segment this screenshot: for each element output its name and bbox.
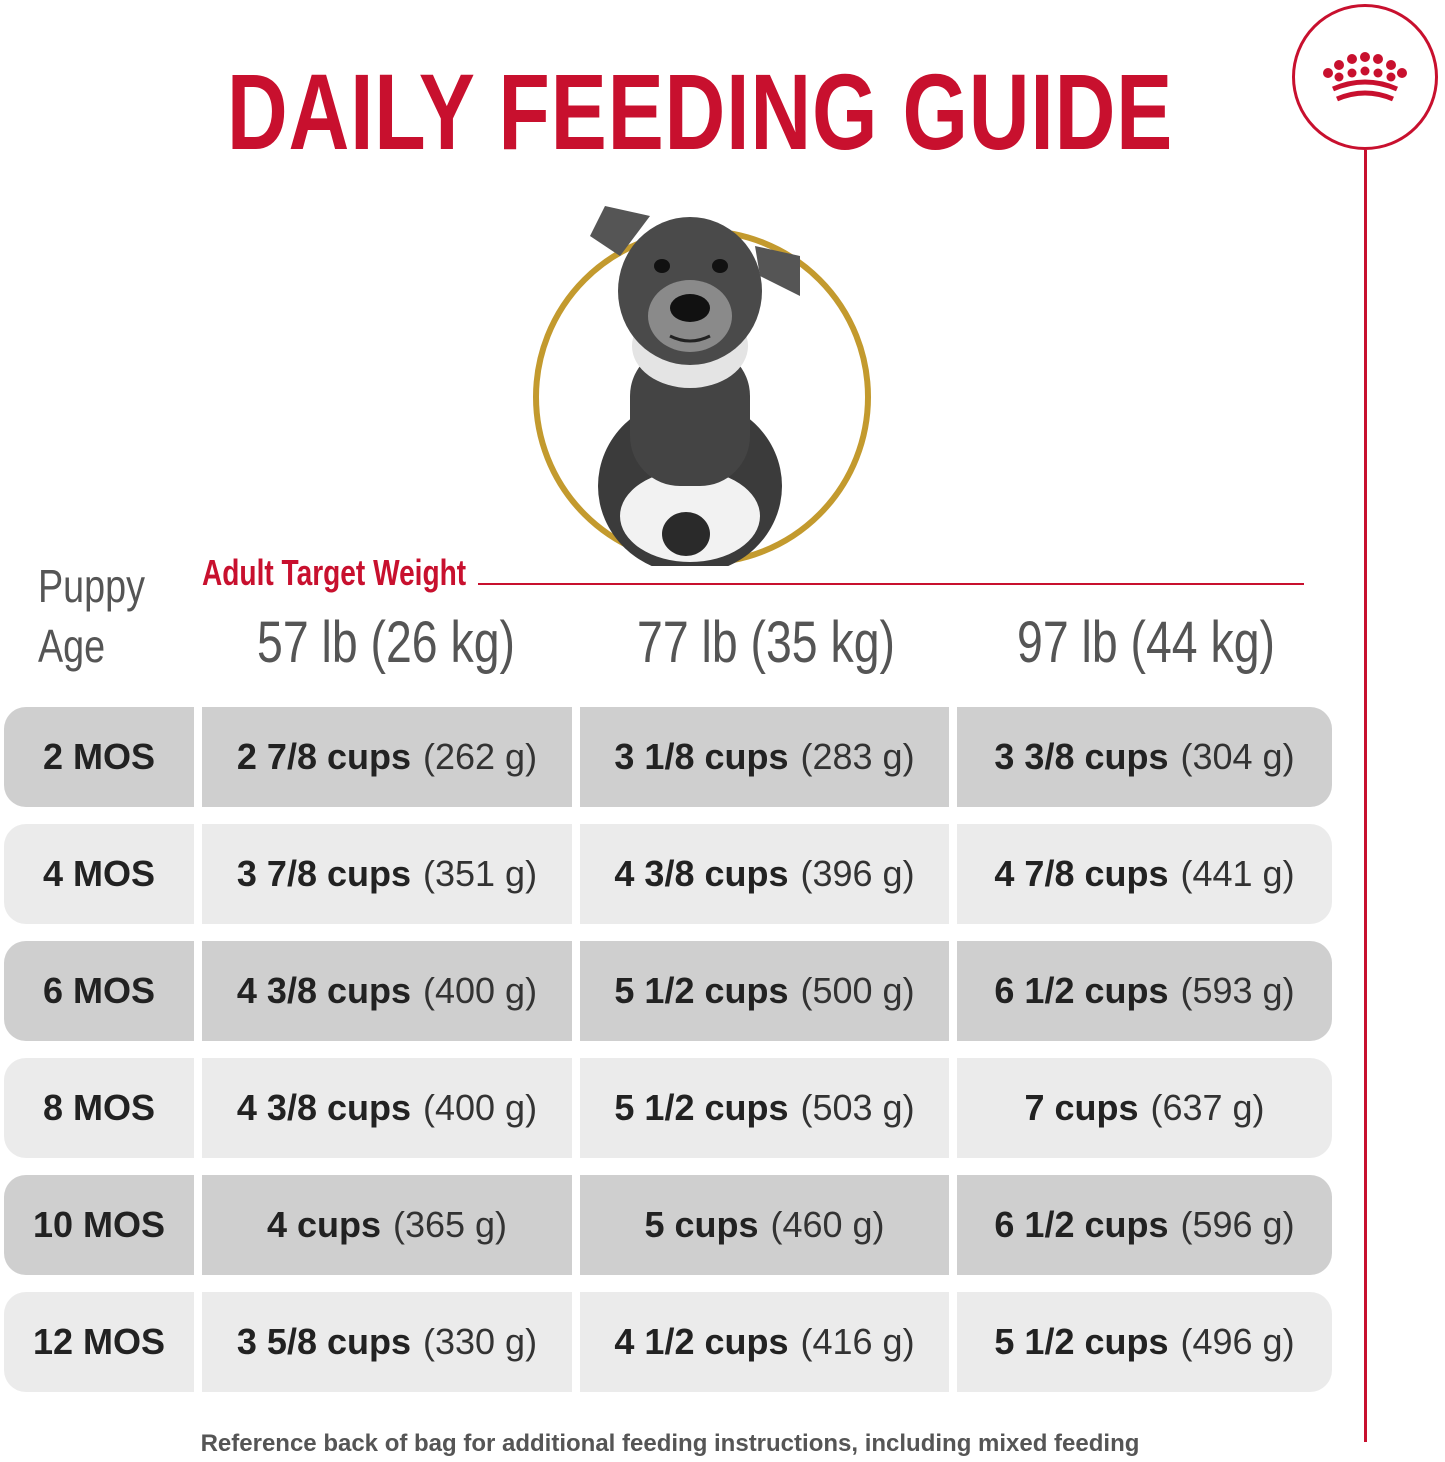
cups-amount: 4 1/2 cups — [614, 1321, 789, 1362]
puppy-age-cell: 4 MOS — [4, 824, 194, 924]
grams-amount: (283 g) — [800, 736, 915, 777]
puppy-age-cell: 12 MOS — [4, 1292, 194, 1392]
cups-amount: 2 7/8 cups — [236, 736, 411, 777]
feeding-amount-cell: 7 cups (637 g) — [957, 1058, 1332, 1158]
cups-amount: 4 cups — [266, 1204, 381, 1245]
feeding-amount-cell: 2 7/8 cups (262 g) — [202, 707, 572, 807]
cups-amount: 4 7/8 cups — [994, 853, 1169, 894]
weight-header-2: 77 lb (35 kg) — [637, 610, 895, 675]
brand-vertical-line — [1364, 150, 1367, 1442]
grams-amount: (400 g) — [423, 1087, 538, 1128]
cups-amount: 4 3/8 cups — [236, 1087, 411, 1128]
cups-amount: 3 7/8 cups — [236, 853, 411, 894]
puppy-age-line2: Age — [38, 620, 106, 672]
puppy-age-line1: Puppy — [38, 560, 145, 612]
feeding-amount-cell: 5 1/2 cups (503 g) — [580, 1058, 949, 1158]
grams-amount: (441 g) — [1180, 853, 1295, 894]
grams-amount: (500 g) — [800, 970, 915, 1011]
feeding-amount-cell: 6 1/2 cups (596 g) — [957, 1175, 1332, 1275]
grams-amount: (396 g) — [800, 853, 915, 894]
cups-amount: 5 1/2 cups — [614, 970, 789, 1011]
grams-amount: (460 g) — [770, 1204, 885, 1245]
grams-amount: (596 g) — [1180, 1204, 1295, 1245]
feeding-amount-cell: 3 7/8 cups (351 g) — [202, 824, 572, 924]
feeding-amount-cell: 4 3/8 cups (400 g) — [202, 941, 572, 1041]
grams-amount: (330 g) — [423, 1321, 538, 1362]
grams-amount: (351 g) — [423, 853, 538, 894]
feeding-amount-cell: 5 1/2 cups (496 g) — [957, 1292, 1332, 1392]
table-row: 8 MOS 4 3/8 cups (400 g) 5 1/2 cups (503 g) 7… — [4, 1058, 1332, 1158]
weight-header-1: 57 lb (26 kg) — [257, 610, 515, 675]
cups-amount: 5 1/2 cups — [994, 1321, 1169, 1362]
footer-note: Reference back of bag for additional fee… — [200, 1430, 1140, 1457]
table-row: 10 MOS 4 cups (365 g) 5 cups (460 g) 6 1/2 cu… — [4, 1175, 1332, 1275]
puppy-age-cell: 6 MOS — [4, 941, 194, 1041]
grams-amount: (637 g) — [1150, 1087, 1265, 1128]
table-row: 6 MOS 4 3/8 cups (400 g) 5 1/2 cups (500 g) 6… — [4, 941, 1332, 1041]
puppy-age-cell: 2 MOS — [4, 707, 194, 807]
grams-amount: (365 g) — [392, 1204, 508, 1245]
brand-crown-logo — [1292, 4, 1438, 150]
feeding-amount-cell: 5 1/2 cups (500 g) — [580, 941, 949, 1041]
adult-target-weight-label: Adult Target Weight — [202, 552, 467, 593]
grams-amount: (503 g) — [800, 1087, 915, 1128]
feeding-amount-cell: 4 3/8 cups (396 g) — [580, 824, 949, 924]
puppy-age-header: Puppy Age — [38, 556, 153, 676]
grams-amount: (304 g) — [1180, 736, 1295, 777]
grams-amount: (496 g) — [1180, 1321, 1295, 1362]
grams-amount: (593 g) — [1180, 970, 1295, 1011]
page-title: DAILY FEEDING GUIDE — [226, 51, 1174, 172]
puppy-photo — [590, 206, 800, 566]
cups-amount: 4 3/8 cups — [236, 970, 411, 1011]
table-row: 2 MOS 2 7/8 cups (262 g) 3 1/8 cups (283 g) 3… — [4, 707, 1332, 807]
puppy-age-cell: 8 MOS — [4, 1058, 194, 1158]
cups-amount: 5 cups — [644, 1204, 759, 1245]
table-row: 12 MOS 3 5/8 cups (330 g) 4 1/2 cups (416 g)… — [4, 1292, 1332, 1392]
feeding-amount-cell: 6 1/2 cups (593 g) — [957, 941, 1332, 1041]
feeding-amount-cell: 4 1/2 cups (416 g) — [580, 1292, 949, 1392]
feeding-amount-cell: 3 3/8 cups (304 g) — [957, 707, 1332, 807]
crown-icon — [1323, 52, 1407, 102]
cups-amount: 3 1/8 cups — [614, 736, 789, 777]
table-row: 4 MOS 3 7/8 cups (351 g) 4 3/8 cups (396 g) 4… — [4, 824, 1332, 924]
feeding-amount-cell: 3 1/8 cups (283 g) — [580, 707, 949, 807]
grams-amount: (262 g) — [423, 736, 538, 777]
grams-amount: (416 g) — [800, 1321, 915, 1362]
weight-header-3: 97 lb (44 kg) — [1017, 610, 1275, 675]
cups-amount: 5 1/2 cups — [614, 1087, 789, 1128]
feeding-amount-cell: 4 3/8 cups (400 g) — [202, 1058, 572, 1158]
feeding-amount-cell: 4 7/8 cups (441 g) — [957, 824, 1332, 924]
target-weight-rule — [478, 583, 1304, 585]
cups-amount: 6 1/2 cups — [994, 1204, 1169, 1245]
cups-amount: 7 cups — [1024, 1087, 1139, 1128]
cups-amount: 4 3/8 cups — [614, 853, 789, 894]
feeding-amount-cell: 3 5/8 cups (330 g) — [202, 1292, 572, 1392]
cups-amount: 3 3/8 cups — [994, 736, 1169, 777]
feeding-amount-cell: 4 cups (365 g) — [202, 1175, 572, 1275]
feeding-amount-cell: 5 cups (460 g) — [580, 1175, 949, 1275]
grams-amount: (400 g) — [423, 970, 538, 1011]
cups-amount: 3 5/8 cups — [236, 1321, 411, 1362]
cups-amount: 6 1/2 cups — [994, 970, 1169, 1011]
puppy-age-cell: 10 MOS — [4, 1175, 194, 1275]
